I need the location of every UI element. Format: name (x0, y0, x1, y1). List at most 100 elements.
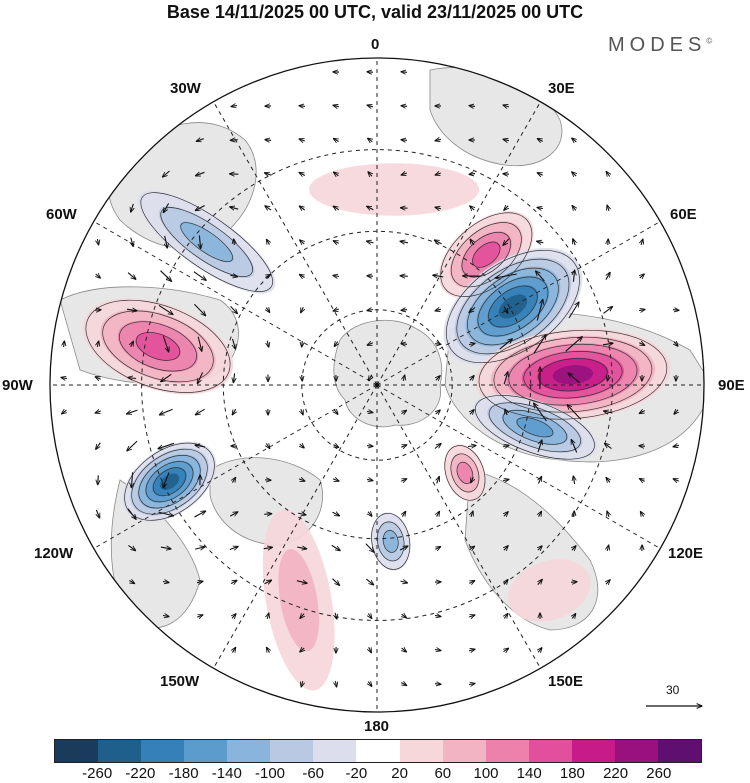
wind-arrow (301, 680, 303, 687)
contour-line (140, 192, 273, 292)
map-boundary (49, 57, 705, 713)
wind-arrow (366, 411, 373, 412)
anomaly-high-pacific (262, 509, 335, 691)
wind-arrow (301, 307, 304, 312)
anomaly-low-central-asia (472, 394, 598, 461)
wind-arrow (536, 271, 545, 282)
wind-arrow (572, 614, 575, 619)
wind-arrow (539, 511, 542, 517)
anomaly-low-greenland-sea (138, 190, 276, 294)
wind-arrow (572, 206, 576, 211)
lon-label-60e: 60E (670, 206, 697, 223)
brand-name: MODES (608, 34, 707, 56)
wind-arrow (197, 372, 204, 383)
contour-line (145, 461, 194, 503)
colorbar-swatch (614, 740, 658, 762)
wind-arrow (233, 373, 234, 382)
wind-arrow (467, 446, 476, 447)
wind-arrow (333, 139, 339, 142)
wind-arrow (639, 411, 645, 414)
wind-arrow (266, 308, 269, 313)
wind-arrow (504, 580, 508, 585)
wind-arrow (127, 409, 138, 414)
wind-arrow (437, 477, 440, 484)
wind-arrow (400, 276, 408, 277)
wind-arrow (131, 341, 134, 347)
wind-arrow (437, 511, 440, 517)
wind-arrow (230, 207, 239, 209)
wind-arrow (638, 309, 645, 310)
contour-line (523, 351, 623, 399)
contour-line (371, 512, 411, 570)
contour-low-pacific-north (371, 512, 411, 570)
wind-arrow (97, 238, 98, 245)
contour-line (119, 321, 197, 372)
wind-arrow (64, 341, 65, 348)
wind-arrow (470, 239, 474, 246)
wind-arrow (606, 580, 610, 584)
wind-arrow (537, 440, 542, 453)
wind-arrow (469, 106, 476, 107)
wind-arrow (96, 509, 99, 518)
lon-label-150e: 150E (548, 673, 584, 690)
wind-arrow (162, 335, 168, 352)
wind-arrow (127, 272, 136, 280)
lon-label-90e: 90E (718, 377, 745, 394)
wind-arrow (434, 240, 442, 244)
wind-arrow (537, 241, 544, 242)
wind-arrow (195, 547, 205, 549)
wind-arrow (434, 444, 441, 449)
contour-high-east-asia (444, 445, 486, 501)
contour-line (131, 448, 208, 515)
wind-arrow (199, 235, 200, 248)
wind-arrow (61, 377, 68, 378)
lon-label-60w: 60W (46, 206, 77, 223)
wind-arrow (299, 139, 305, 141)
wind-arrow (469, 307, 476, 313)
anomaly-level (508, 559, 591, 622)
lon-label-90w: 90W (2, 377, 33, 394)
anomaly-level (309, 163, 480, 216)
wind-arrow (537, 207, 544, 208)
wind-arrow (367, 206, 374, 209)
wind-arrow (264, 514, 271, 515)
wind-arrow (504, 648, 509, 651)
wind-arrow (300, 444, 304, 448)
wind-arrow (158, 304, 173, 314)
wind-arrow (158, 442, 175, 448)
wind-arrow (367, 105, 374, 107)
contour-line (382, 530, 399, 553)
contour-line (124, 442, 215, 521)
wind-arrow (232, 614, 236, 618)
lon-label-30w: 30W (170, 80, 201, 97)
wind-arrow (332, 578, 340, 586)
wind-arrow (127, 508, 136, 520)
wind-arrow (264, 580, 272, 584)
wind-arrow (434, 649, 441, 650)
reference-vector-label: 30 (666, 683, 680, 697)
wind-arrow (402, 511, 405, 517)
wind-arrow (299, 106, 306, 107)
wind-arrow (298, 479, 305, 481)
wind-arrow (334, 410, 338, 415)
wind-arrow (267, 340, 268, 347)
anomaly-level (179, 221, 234, 263)
wind-arrow (98, 475, 99, 484)
wind-arrow (401, 173, 407, 175)
contour-line (445, 249, 580, 364)
wind-arrow (470, 546, 475, 549)
wind-arrow (435, 547, 440, 550)
contour-line (461, 231, 512, 278)
wind-arrow (195, 408, 205, 415)
wind-arrow (129, 581, 134, 584)
wind-arrow (606, 172, 609, 177)
wind-arrow (502, 479, 509, 480)
wind-arrow (267, 647, 270, 653)
wind-arrow (400, 581, 408, 583)
wind-arrow (369, 375, 372, 380)
wind-arrow (195, 445, 206, 447)
wind-arrow (503, 238, 510, 246)
wind-arrow (265, 140, 272, 141)
contour-line (138, 454, 201, 509)
lon-label-150w: 150W (160, 673, 200, 690)
